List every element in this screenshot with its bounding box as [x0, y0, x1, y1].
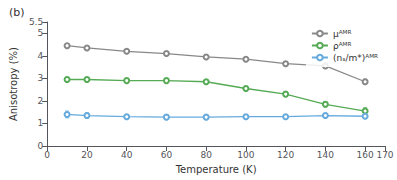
svg-text:2: 2: [37, 96, 43, 106]
svg-text:1: 1: [37, 118, 43, 128]
svg-text:5.5: 5.5: [29, 17, 43, 27]
svg-text:μᴬᴹᴿ: μᴬᴹᴿ: [333, 29, 351, 39]
svg-text:Anisotropy (%): Anisotropy (%): [8, 47, 19, 121]
svg-text:0: 0: [44, 150, 50, 160]
svg-text:170: 170: [376, 150, 393, 160]
svg-text:Temperature (K): Temperature (K): [175, 164, 257, 175]
svg-text:60: 60: [161, 150, 173, 160]
svg-text:(b): (b): [9, 6, 25, 19]
svg-text:140: 140: [317, 150, 334, 160]
svg-text:20: 20: [81, 150, 93, 160]
svg-text:80: 80: [200, 150, 212, 160]
svg-text:5: 5: [37, 28, 43, 38]
svg-text:0: 0: [37, 141, 43, 151]
svg-text:3: 3: [37, 73, 43, 83]
svg-text:ρᴬᴹᴿ: ρᴬᴹᴿ: [333, 41, 351, 51]
svg-text:40: 40: [121, 150, 133, 160]
svg-text:100: 100: [237, 150, 254, 160]
svg-text:4: 4: [37, 51, 43, 61]
svg-text:160: 160: [357, 150, 374, 160]
svg-text:(nₛ/m*)ᴬᴹᴿ: (nₛ/m*)ᴬᴹᴿ: [333, 53, 378, 63]
svg-text:120: 120: [277, 150, 294, 160]
